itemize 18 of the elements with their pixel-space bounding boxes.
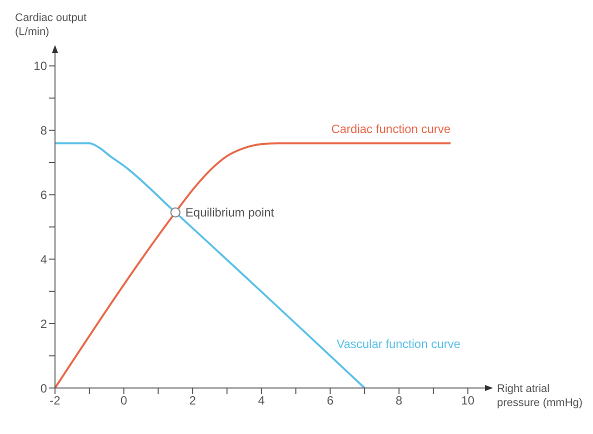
y-tick-label: 0 bbox=[40, 381, 48, 396]
x-tick-label: 8 bbox=[396, 394, 403, 408]
x-tick-label: 2 bbox=[189, 394, 196, 408]
x-tick-label: 0 bbox=[120, 394, 128, 408]
series-label: Vascular function curve bbox=[336, 337, 461, 351]
annotation: Equilibrium point bbox=[185, 205, 275, 220]
y-tick-label: 4 bbox=[40, 252, 48, 266]
x-tick-label: 4 bbox=[258, 394, 266, 408]
y-tick-label: 6 bbox=[40, 188, 48, 202]
x-tick-label: 6 bbox=[326, 394, 334, 408]
y-tick-label: 10 bbox=[34, 59, 48, 74]
x-axis-title: Right atrial pressure (mmHg) bbox=[497, 383, 583, 409]
x-tick-label: -2 bbox=[50, 394, 61, 408]
x-tick-label: 10 bbox=[461, 394, 475, 408]
y-tick-label: 8 bbox=[40, 124, 48, 138]
y-tick-label: 2 bbox=[40, 316, 48, 331]
series-label: Cardiac function curve bbox=[331, 122, 451, 136]
y-axis-title: Cardiac output (L/min) bbox=[15, 12, 87, 38]
